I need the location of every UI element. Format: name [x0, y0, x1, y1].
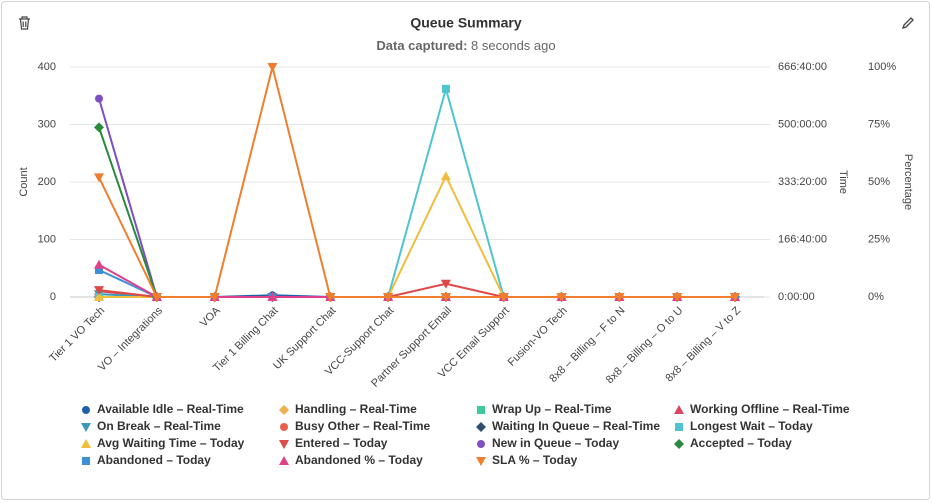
marker: [440, 279, 451, 289]
legend-label: Working Offline – Real-Time: [690, 402, 850, 416]
chart-subtitle: Data captured: 8 seconds ago: [376, 38, 555, 53]
y3-tick-label: 25%: [868, 233, 890, 245]
y-axis-title: Count: [18, 167, 30, 196]
marker: [81, 423, 91, 432]
y-tick-label: 100: [38, 233, 56, 245]
marker: [94, 292, 104, 301]
y3-tick-label: 75%: [868, 118, 890, 130]
legend-label: New in Queue – Today: [492, 436, 619, 450]
marker: [95, 265, 103, 274]
marker: [476, 422, 486, 432]
legend-item[interactable]: Handling – Real-Time: [279, 402, 417, 416]
marker: [279, 440, 289, 449]
y3-tick-label: 100%: [868, 61, 896, 73]
legend-label: Wrap Up – Real-Time: [492, 402, 612, 416]
marker: [477, 406, 485, 414]
marker: [672, 293, 683, 302]
y-tick-label: 400: [38, 61, 56, 73]
marker: [675, 423, 683, 431]
marker: [94, 259, 104, 269]
marker: [477, 440, 485, 448]
edit-icon[interactable]: [901, 17, 914, 30]
marker: [440, 171, 451, 181]
y3-tick-label: 50%: [868, 176, 890, 188]
legend-label: Longest Wait – Today: [690, 419, 813, 433]
y2-tick-label: 333:20:00: [778, 176, 827, 188]
marker: [440, 293, 451, 302]
marker: [267, 63, 278, 72]
y2-tick-label: 166:40:00: [778, 233, 827, 245]
series: [94, 63, 740, 302]
y2-tick-label: 500:00:00: [778, 118, 827, 130]
subtitle-text: 8 seconds ago: [471, 38, 556, 53]
legend-label: Handling – Real-Time: [295, 402, 417, 416]
y2-tick-label: 0:00:00: [778, 291, 815, 303]
delete-icon[interactable]: [19, 16, 30, 30]
legend-item[interactable]: Abandoned – Today: [82, 453, 211, 467]
y-tick-label: 200: [38, 176, 56, 188]
marker: [498, 293, 509, 302]
marker: [674, 439, 684, 449]
marker: [325, 293, 336, 302]
marker: [280, 423, 288, 431]
marker: [81, 439, 91, 448]
legend-label: Busy Other – Real-Time: [295, 419, 430, 433]
legend-item[interactable]: Working Offline – Real-Time: [674, 402, 850, 416]
marker: [383, 293, 394, 302]
marker: [94, 286, 104, 296]
y2-tick-label: 666:40:00: [778, 61, 827, 73]
legend-item[interactable]: Waiting In Queue – Real-Time: [476, 419, 660, 433]
legend-item[interactable]: New in Queue – Today: [477, 436, 619, 450]
subtitle-label: Data captured:: [376, 38, 467, 53]
marker: [94, 122, 104, 133]
legend-label: SLA % – Today: [492, 453, 578, 467]
y2-axis-title: Time: [837, 170, 849, 194]
legend-item[interactable]: Longest Wait – Today: [675, 419, 813, 433]
marker: [279, 405, 289, 415]
marker: [95, 94, 103, 103]
marker: [151, 293, 162, 302]
legend-item[interactable]: Accepted – Today: [674, 436, 792, 450]
y-tick-label: 0: [50, 291, 56, 303]
legend-label: On Break – Real-Time: [97, 419, 221, 433]
y3-tick-label: 0%: [868, 291, 884, 303]
legend-item[interactable]: Avg Waiting Time – Today: [81, 436, 245, 450]
marker: [279, 456, 289, 465]
legend-item[interactable]: SLA % – Today: [476, 453, 578, 467]
legend-label: Avg Waiting Time – Today: [97, 436, 245, 450]
chart-title: Queue Summary: [410, 15, 521, 31]
marker: [441, 84, 450, 93]
series-line: [98, 66, 735, 298]
legend-label: Available Idle – Real-Time: [97, 402, 244, 416]
legend-label: Entered – Today: [295, 436, 388, 450]
marker: [674, 405, 684, 414]
marker: [556, 293, 567, 302]
legend-item[interactable]: Available Idle – Real-Time: [82, 402, 244, 416]
marker: [730, 293, 740, 302]
y-tick-label: 300: [38, 118, 56, 130]
marker: [82, 457, 90, 465]
legend-item[interactable]: Wrap Up – Real-Time: [477, 402, 612, 416]
legend-item[interactable]: Entered – Today: [279, 436, 388, 450]
legend-item[interactable]: Busy Other – Real-Time: [280, 419, 430, 433]
marker: [209, 293, 220, 302]
marker: [614, 293, 625, 302]
legend-label: Waiting In Queue – Real-Time: [492, 419, 660, 433]
legend-label: Abandoned – Today: [97, 453, 211, 467]
legend-label: Accepted – Today: [690, 436, 792, 450]
marker: [94, 173, 104, 183]
legend-item[interactable]: On Break – Real-Time: [81, 419, 221, 433]
legend-item[interactable]: Abandoned % – Today: [279, 453, 423, 467]
marker: [82, 406, 90, 414]
marker: [476, 457, 486, 466]
marker: [267, 292, 278, 301]
legend-label: Abandoned % – Today: [295, 453, 423, 467]
y3-axis-title: Percentage: [902, 154, 914, 210]
